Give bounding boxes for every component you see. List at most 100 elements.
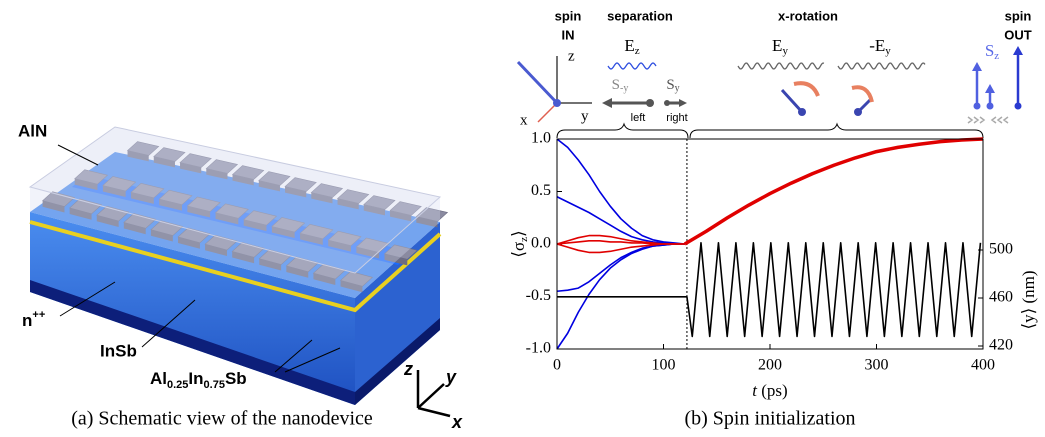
spin-label: S-y bbox=[612, 77, 629, 94]
series-line bbox=[556, 138, 685, 245]
gate-side bbox=[340, 280, 363, 293]
gate-side bbox=[313, 273, 336, 286]
substrate-side bbox=[355, 318, 440, 405]
label: AlN bbox=[18, 121, 47, 140]
gate-side bbox=[153, 156, 175, 168]
x-tick-label: 100 bbox=[652, 357, 676, 374]
series-line bbox=[556, 243, 685, 350]
y2-tick-label: 460 bbox=[989, 289, 1013, 306]
header: spin IN separation x-rotation spin OUT z… bbox=[516, 8, 1032, 139]
aln-side bbox=[355, 197, 440, 298]
gate-side bbox=[232, 174, 254, 186]
spin-label: Sz bbox=[985, 41, 999, 62]
field-label: -Ey bbox=[869, 36, 891, 57]
y2-tick-label: 420 bbox=[989, 337, 1013, 354]
gate-side bbox=[243, 219, 267, 232]
brace bbox=[556, 122, 689, 139]
gates bbox=[41, 141, 449, 293]
series-line bbox=[556, 240, 685, 245]
y-tick-label: -0.5 bbox=[526, 287, 551, 304]
substrate bbox=[30, 280, 355, 405]
caption: (a) Schematic view of the nanodevice bbox=[71, 408, 373, 430]
gate-side bbox=[187, 205, 211, 218]
axis-label: z bbox=[403, 359, 413, 379]
dot bbox=[973, 102, 981, 110]
gate-side bbox=[286, 265, 309, 278]
gate-side bbox=[150, 229, 173, 242]
gate-side bbox=[215, 212, 239, 225]
insb-layer bbox=[29, 220, 442, 313]
front-face bbox=[30, 212, 355, 405]
gate-side bbox=[123, 222, 146, 235]
label: Al0.25In0.75Sb bbox=[150, 369, 247, 390]
gate-side bbox=[96, 215, 119, 228]
spin-arrow bbox=[780, 88, 804, 114]
y-axis-label: ⟨σz⟩ bbox=[509, 230, 530, 257]
leader bbox=[284, 347, 341, 373]
gate-block bbox=[339, 271, 374, 287]
chevrons bbox=[967, 116, 1009, 124]
small-label: left bbox=[631, 112, 646, 124]
wave bbox=[737, 62, 825, 70]
leader bbox=[57, 144, 99, 166]
gate-side bbox=[131, 192, 154, 204]
plot-frame bbox=[556, 138, 984, 350]
leader bbox=[59, 281, 116, 317]
arrowhead bbox=[972, 62, 982, 71]
header-label: spin bbox=[1005, 8, 1032, 23]
dot bbox=[646, 99, 654, 107]
aln-top bbox=[28, 126, 442, 274]
x-tick-label: 400 bbox=[971, 357, 995, 374]
gate-side bbox=[127, 150, 149, 162]
wave bbox=[607, 62, 657, 70]
gate-side bbox=[390, 210, 412, 222]
gate-side bbox=[206, 168, 228, 180]
y2-axis-label: ⟨y⟩ (nm) bbox=[1019, 270, 1038, 329]
spin-arrow bbox=[516, 60, 559, 105]
gate-side bbox=[285, 186, 307, 198]
plot: 0 100 200 300 400 1.0 0.5 0.0 -0.5 -1.0 420 460 500 bbox=[526, 130, 1013, 374]
gate-block bbox=[179, 153, 212, 168]
gate-side bbox=[363, 204, 385, 216]
dot bbox=[986, 102, 994, 110]
y-tick-label: -1.0 bbox=[526, 340, 551, 357]
y-tick-label: 1.0 bbox=[531, 130, 551, 147]
header-label: IN bbox=[562, 27, 575, 42]
caption: (b) Spin initialization bbox=[684, 408, 855, 430]
gate-block bbox=[258, 249, 292, 265]
gate-side bbox=[356, 246, 380, 259]
gate-side bbox=[337, 198, 359, 210]
x-axis-label: t (ps) bbox=[752, 381, 787, 400]
leader bbox=[274, 339, 313, 373]
gate-block bbox=[153, 147, 186, 162]
gate-block bbox=[126, 141, 160, 156]
dot bbox=[854, 108, 862, 116]
gate-side bbox=[232, 251, 255, 264]
aln-front bbox=[30, 187, 355, 298]
schematic: AlN n++ InSb Al0.25In0.75Sb z y x (a) Sc… bbox=[18, 121, 463, 431]
header-label: separation bbox=[607, 8, 673, 23]
label: InSb bbox=[100, 341, 137, 360]
gate-block bbox=[231, 165, 265, 180]
header-label: spin bbox=[555, 8, 582, 23]
axes-icon bbox=[416, 370, 451, 418]
rotation-arc bbox=[793, 81, 820, 97]
axis-label: x bbox=[520, 112, 528, 128]
arrowhead bbox=[602, 98, 612, 108]
axis-label: z bbox=[568, 48, 575, 64]
gate-side bbox=[205, 244, 227, 257]
header-label: x-rotation bbox=[778, 8, 838, 23]
gate-side bbox=[180, 162, 202, 174]
gate-side bbox=[311, 192, 333, 204]
small-label: right bbox=[666, 112, 687, 124]
arrowhead bbox=[1013, 46, 1023, 55]
gate-side bbox=[74, 178, 98, 191]
gate-side bbox=[69, 207, 92, 220]
y2-tick-label: 500 bbox=[989, 241, 1013, 258]
series-line bbox=[557, 242, 982, 338]
leader bbox=[141, 299, 196, 348]
arrowhead bbox=[985, 84, 995, 93]
gate-block bbox=[69, 198, 103, 215]
side-face bbox=[355, 222, 440, 405]
